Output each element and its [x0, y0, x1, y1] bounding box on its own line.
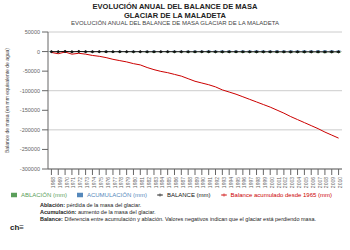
svg-text:1987: 1987 — [180, 177, 186, 188]
svg-text:1993: 1993 — [221, 177, 227, 188]
html-text:Acumulación: aumento de la mas: Acumulación: aumento de la masa del glac… — [40, 208, 156, 215]
svg-text:Balance de masa (en mm equival: Balance de masa (en mm equivalente de ag… — [8, 47, 10, 152]
svg-text:1982: 1982 — [146, 177, 152, 188]
html-text:EVOLUCIÓN ANUAL DEL BALANCE DE: EVOLUCIÓN ANUAL DEL BALANCE DE MASA GLAC… — [92, 2, 258, 20]
html-text:ABLACIÓN (mm): ABLACIÓN (mm) — [20, 191, 67, 198]
svg-text:0: 0 — [37, 48, 40, 54]
svg-text:1994: 1994 — [228, 177, 234, 188]
svg-text:2001: 2001 — [276, 177, 282, 188]
svg-text:2005: 2005 — [303, 177, 309, 188]
svg-text:1992: 1992 — [214, 177, 220, 188]
svg-text:-300000: -300000 — [20, 166, 40, 172]
svg-text:1972: 1972 — [77, 177, 83, 188]
svg-text:2010: 2010 — [337, 177, 342, 188]
svg-text:1978: 1978 — [118, 177, 124, 188]
svg-text:1990: 1990 — [200, 177, 206, 188]
html-text:Ablación: pérdida de la masa d: Ablación: pérdida de la masa del glaciar… — [40, 201, 142, 208]
svg-text:50000: 50000 — [25, 29, 40, 35]
svg-text:2007: 2007 — [317, 177, 323, 188]
svg-text:1974: 1974 — [91, 177, 97, 188]
svg-text:1968: 1968 — [50, 177, 56, 188]
svg-text:2006: 2006 — [310, 177, 316, 188]
svg-text:1973: 1973 — [84, 177, 90, 188]
svg-text:2002: 2002 — [282, 177, 288, 188]
svg-text:-200000: -200000 — [20, 127, 40, 133]
svg-text:-100000: -100000 — [20, 87, 40, 93]
svg-text:1997: 1997 — [248, 177, 254, 188]
svg-text:1975: 1975 — [98, 177, 104, 188]
svg-text:-50000: -50000 — [23, 68, 40, 74]
svg-text:1971: 1971 — [70, 177, 76, 188]
svg-text:1969: 1969 — [57, 177, 63, 188]
svg-text:1998: 1998 — [255, 177, 261, 188]
html-text:ACUMULACIÓN (mm): ACUMULACIÓN (mm) — [86, 191, 147, 198]
svg-text:1970: 1970 — [64, 177, 70, 188]
svg-text:1996: 1996 — [241, 177, 247, 188]
svg-text:1985: 1985 — [166, 177, 172, 188]
html-text:EVOLUCIÓN ANUAL DEL BALANCE DE: EVOLUCIÓN ANUAL DEL BALANCE DE MASA GLAC… — [71, 20, 279, 26]
svg-text:2003: 2003 — [289, 177, 295, 188]
svg-text:2009: 2009 — [330, 177, 336, 188]
svg-text:1984: 1984 — [159, 177, 165, 188]
svg-text:-250000: -250000 — [20, 146, 40, 152]
html-text:Balance: Diferencia entre acum: Balance: Diferencia entre acumulación y … — [40, 215, 316, 222]
svg-text:1988: 1988 — [187, 177, 193, 188]
html-text:Balance acumulado desde 1965 (: Balance acumulado desde 1965 (mm) — [230, 191, 332, 198]
svg-text:1999: 1999 — [262, 177, 268, 188]
svg-text:1983: 1983 — [153, 177, 159, 188]
svg-text:2000: 2000 — [269, 177, 275, 188]
html-text:BALANCE (mm): BALANCE (mm) — [166, 191, 211, 198]
svg-text:1977: 1977 — [112, 177, 118, 188]
svg-text:1981: 1981 — [139, 177, 145, 188]
svg-text:2008: 2008 — [323, 177, 329, 188]
svg-text:1976: 1976 — [105, 177, 111, 188]
svg-text:2004: 2004 — [296, 177, 302, 188]
svg-text:1980: 1980 — [132, 177, 138, 188]
svg-text:1989: 1989 — [194, 177, 200, 188]
svg-text:1991: 1991 — [207, 177, 213, 188]
svg-text:1995: 1995 — [235, 177, 241, 188]
svg-text:1986: 1986 — [173, 177, 179, 188]
svg-text:-150000: -150000 — [20, 107, 40, 113]
svg-text:1979: 1979 — [125, 177, 131, 188]
html-text:ch≡: ch≡ — [10, 223, 24, 233]
